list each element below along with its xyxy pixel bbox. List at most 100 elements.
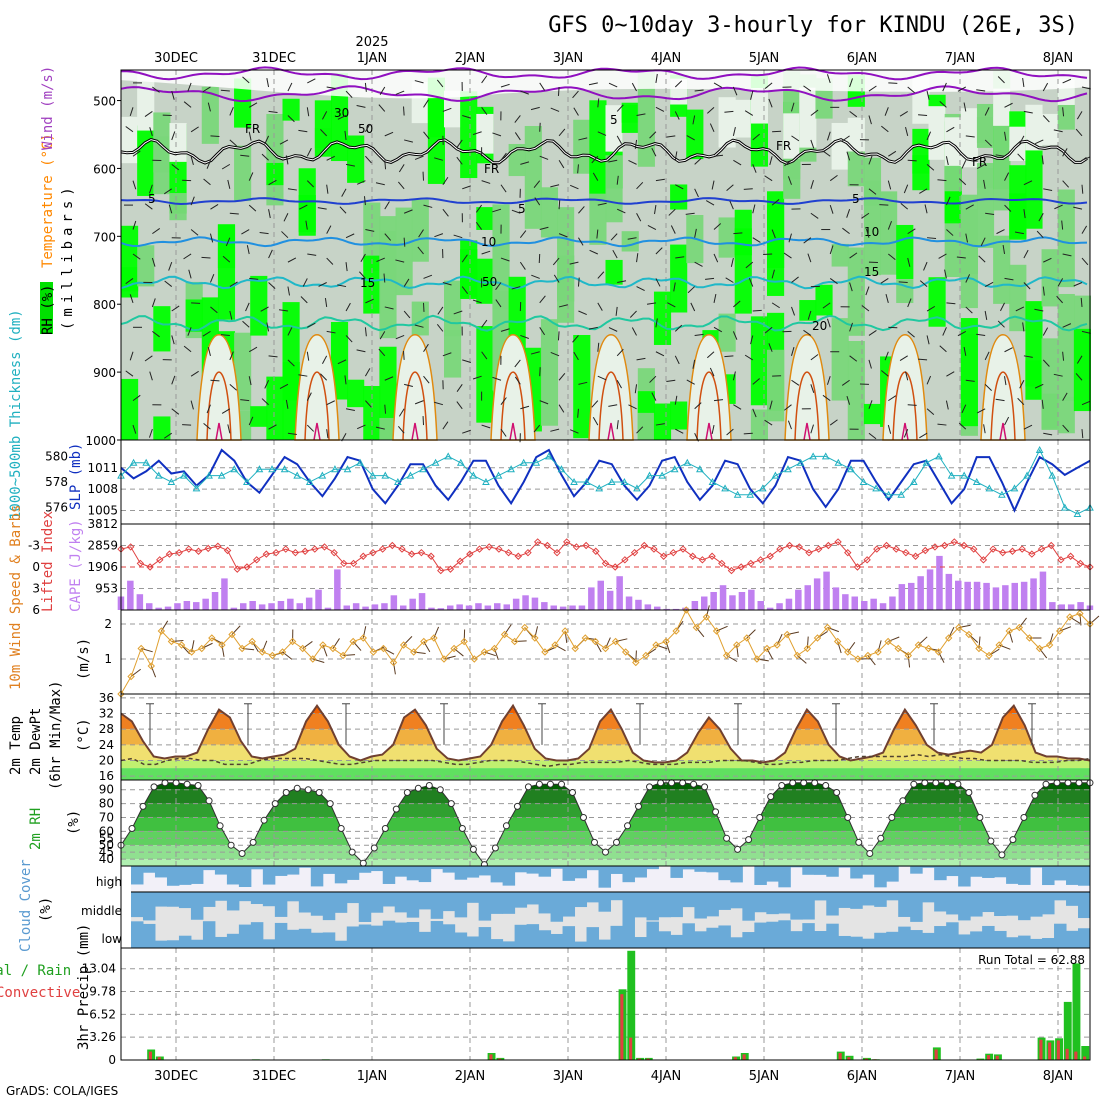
wind-barb	[646, 302, 656, 305]
wind-barb	[220, 89, 230, 92]
wind-barb	[791, 306, 796, 316]
rh-point	[194, 782, 202, 789]
li-point	[417, 548, 426, 557]
rh-patch	[896, 224, 914, 279]
wind-barb	[608, 82, 618, 88]
rh-dry-patch	[944, 117, 962, 166]
wind-barb	[495, 282, 502, 290]
rh-tick: 45	[99, 845, 114, 859]
day-label-30dec: 30DEC	[154, 1069, 198, 1084]
cape-bar	[230, 607, 238, 610]
wind-barb	[520, 90, 529, 95]
thickness-point	[721, 484, 729, 492]
cloud-low-cell	[1018, 935, 1031, 948]
wind-barb	[888, 253, 896, 261]
wind-barb	[1062, 323, 1072, 328]
li-point	[902, 548, 910, 557]
rh-patch	[944, 211, 962, 277]
rh-patch	[121, 378, 139, 440]
wind10-point	[944, 634, 953, 642]
wind-barb	[129, 351, 134, 361]
wind-barb	[241, 229, 250, 235]
wind-barb	[829, 419, 838, 426]
wind-barb	[500, 397, 507, 405]
cape-bar	[315, 589, 322, 610]
rh-patch	[347, 379, 365, 408]
cloud-mid-cell	[886, 892, 899, 901]
wind-barb	[787, 420, 792, 430]
day-label-1jan: 1JAN	[357, 51, 388, 66]
cloud-high-cell	[802, 866, 815, 875]
wind-barb	[946, 126, 955, 133]
cloud-mid-cell	[442, 892, 456, 912]
wind10-point	[611, 637, 620, 646]
rh-point	[282, 789, 290, 796]
li-point	[291, 548, 300, 557]
slp-tick: 1008	[87, 482, 118, 496]
li-point	[1037, 545, 1046, 553]
wind10-point	[359, 634, 367, 642]
wind-barb	[1017, 397, 1025, 406]
cloud-low-cell	[814, 931, 827, 948]
li-point	[175, 548, 183, 557]
rh-patch	[153, 306, 171, 352]
wind-barb	[268, 282, 276, 289]
cloud-mid-cell	[790, 892, 803, 920]
wind-barb	[171, 90, 175, 100]
rh-patch	[379, 417, 397, 440]
wind-barb	[615, 306, 618, 316]
cloud-mid-cell	[970, 892, 983, 917]
cape-bar	[352, 603, 360, 610]
wind-barb	[1062, 351, 1065, 361]
wind-barb	[384, 131, 394, 137]
rh-point	[249, 838, 257, 846]
wind-barb	[957, 330, 967, 337]
wind-barb	[500, 257, 510, 262]
wind-barb	[423, 204, 433, 208]
wind-barb	[694, 188, 699, 198]
rh-point	[591, 838, 598, 846]
thickness-point	[633, 484, 641, 492]
wind-barb	[829, 204, 834, 214]
li-point	[873, 545, 881, 553]
cloud-mid-cell	[826, 892, 839, 916]
cloud-high-cell	[994, 866, 1007, 878]
wind-barb	[655, 247, 663, 255]
li-point	[223, 546, 232, 555]
wind-barb	[164, 280, 173, 287]
wind-barb	[745, 261, 754, 269]
wind-barb	[287, 432, 297, 435]
rh-patch	[718, 313, 736, 352]
rh-point	[227, 841, 235, 849]
wind-barb	[829, 278, 838, 285]
wind-barb	[1023, 110, 1033, 114]
rh-point	[150, 783, 158, 791]
wind10-point	[500, 630, 509, 639]
cape-bar	[475, 603, 482, 610]
cloud-low-cell	[250, 922, 264, 948]
rh-patch	[960, 318, 978, 427]
contour-label: 50	[358, 122, 373, 136]
precip-conv-bar	[1074, 1051, 1078, 1060]
wind-barb	[1081, 184, 1084, 194]
wind-barb	[414, 400, 424, 405]
li-point	[814, 545, 823, 553]
wind-barb	[673, 282, 676, 292]
wind-barb	[1034, 308, 1044, 312]
li-point	[378, 545, 387, 553]
wind-barb	[938, 253, 947, 259]
hot-core	[705, 422, 713, 441]
wind10-point	[167, 637, 176, 646]
wind-barb	[1062, 180, 1070, 188]
wind-barb	[1034, 139, 1044, 145]
wind-barb	[674, 324, 683, 332]
thickness-point	[444, 452, 453, 460]
cloud-low-cell	[1030, 938, 1043, 948]
wind-barb	[472, 131, 482, 136]
li-point	[185, 545, 193, 553]
rh-point	[800, 779, 808, 787]
wind-barb	[326, 429, 329, 439]
wind-barb	[268, 355, 278, 358]
